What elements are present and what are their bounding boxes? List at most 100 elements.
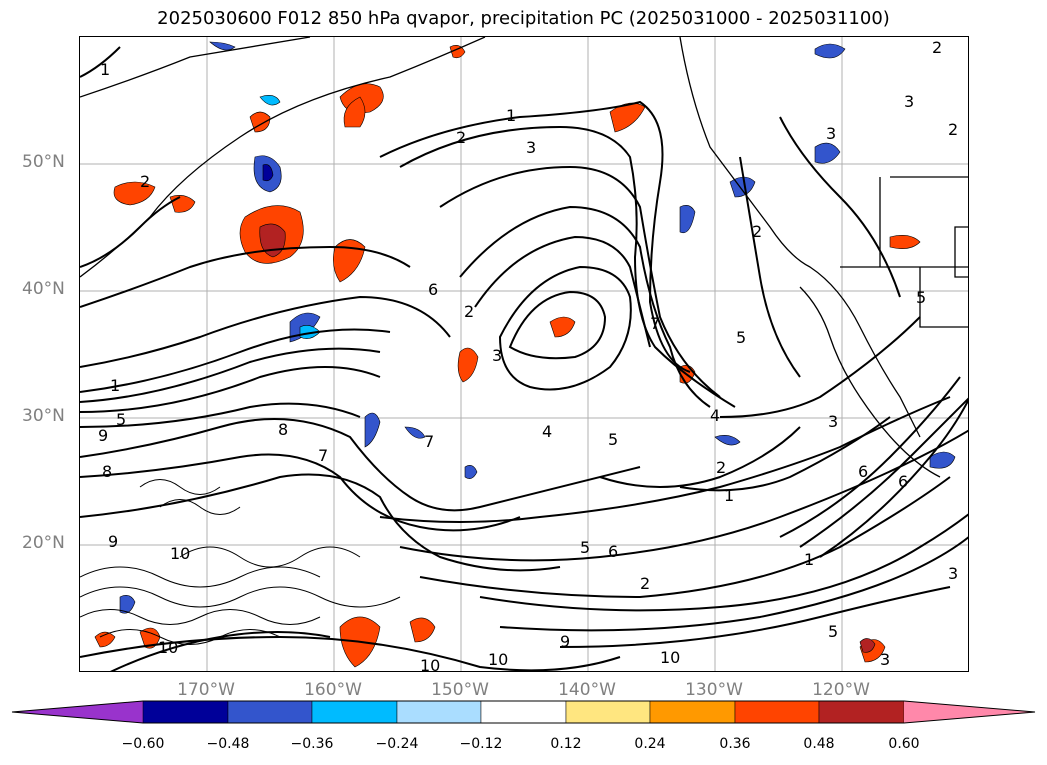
contour-label: 2 (140, 172, 150, 191)
contour-label: 1 (506, 106, 516, 125)
aleutian-coast (80, 37, 311, 98)
precip-blob (113, 181, 156, 206)
contour-label: 10 (488, 650, 508, 669)
lon-label-120w: 120°W (812, 680, 870, 700)
lat-label-30n: 30°N (22, 406, 65, 426)
contour-label: 5 (736, 328, 746, 347)
contour-label: 3 (828, 412, 838, 431)
colorbar-tick: 0.12 (550, 736, 582, 752)
map-panel: 1 1 2 3 1 5 9 6 2 3 7 5 4 5 4 3 2 1 7 7 … (79, 36, 969, 672)
contour-line (819, 398, 968, 558)
contour-label: 1 (100, 60, 110, 79)
colorbar-tick: 0.36 (719, 736, 751, 752)
contour-line (779, 376, 961, 538)
contour-line (80, 295, 451, 368)
contour-label: 2 (456, 128, 466, 147)
precip-blob (404, 426, 426, 439)
contour-label: 6 (858, 462, 868, 481)
colorbar-tick: 0.48 (803, 736, 835, 752)
precip-blob (814, 142, 841, 164)
contour-label: 8 (102, 462, 112, 481)
colorbar-segment (649, 700, 736, 724)
contour-label: 2 (948, 120, 958, 139)
precip-blob (449, 45, 466, 59)
contour-label: 1 (804, 550, 814, 569)
contour-label: 5 (916, 288, 926, 307)
map-canvas: 1 1 2 3 1 5 9 6 2 3 7 5 4 5 4 3 2 1 7 7 … (80, 37, 968, 671)
colorbar-segment (142, 700, 229, 724)
contour-label: 1 (110, 376, 120, 395)
contour-label: 8 (278, 420, 288, 439)
lat-label-40n: 40°N (22, 279, 65, 299)
lon-label-140w: 140°W (558, 680, 616, 700)
contour-label: 10 (660, 648, 680, 667)
colorbar-tick: −0.24 (375, 736, 419, 752)
contour-label: 6 (608, 542, 618, 561)
contour-line (399, 125, 736, 408)
contour-line (379, 100, 691, 373)
colorbar-outline (11, 700, 1036, 724)
contour-line (459, 205, 711, 408)
contour-label: 9 (560, 632, 570, 651)
precip-blob (457, 347, 479, 383)
colorbar-tick: −0.48 (206, 736, 250, 752)
state-border (954, 226, 968, 278)
contour-line (80, 453, 521, 532)
precip-blob (814, 43, 846, 59)
bc-coast (679, 37, 921, 438)
contour-line (419, 476, 951, 599)
precip-blob (209, 41, 236, 51)
precip-blob (409, 617, 436, 643)
contour-label: 2 (752, 222, 762, 241)
contour-line (80, 366, 381, 413)
contour-line (80, 196, 181, 268)
state-border (919, 267, 968, 328)
colorbar-tick: −0.60 (121, 736, 165, 752)
precip-blob (889, 235, 921, 249)
colorbar-tick: 0.60 (888, 736, 920, 752)
contour-label: 2 (640, 574, 650, 593)
contour-label: 3 (948, 564, 958, 583)
contour-line (719, 316, 921, 418)
precip-blob (262, 164, 274, 182)
contour-label: 4 (542, 422, 552, 441)
contour-label: 6 (898, 472, 908, 491)
contour-label: 5 (580, 538, 590, 557)
contour-label: 4 (710, 406, 720, 425)
contour-label: 5 (116, 410, 126, 429)
contour-label: 9 (108, 532, 118, 551)
contour-line (779, 116, 901, 298)
qvapor-minor-contours (80, 479, 401, 645)
contour-line (499, 536, 968, 632)
lon-label-150w: 150°W (431, 680, 489, 700)
precip-blob (729, 176, 756, 198)
colorbar-segment (227, 700, 313, 724)
colorbar-segment (734, 700, 820, 724)
contour-line (399, 429, 968, 562)
contour-label: 3 (904, 92, 914, 111)
contour-line (80, 347, 381, 403)
precip-blob (119, 595, 136, 614)
contour-label: 10 (158, 638, 178, 657)
contour-line (80, 402, 361, 428)
precip-blob (929, 451, 956, 469)
contour-line (799, 397, 968, 548)
contour-label: 5 (828, 622, 838, 641)
qvapor-contours (80, 46, 968, 671)
map-title: 2025030600 F012 850 hPa qvapor, precipit… (157, 8, 890, 29)
contour-label: 9 (98, 426, 108, 445)
colorbar-tick: 0.24 (634, 736, 666, 752)
contour-line (479, 513, 968, 612)
colorbar-segment (818, 700, 905, 724)
contour-line (80, 418, 641, 512)
contour-line (80, 245, 411, 308)
lon-label-170w: 170°W (177, 680, 235, 700)
precip-blob (464, 465, 478, 479)
contour-label: 2 (716, 458, 726, 477)
precip-blob (333, 239, 366, 283)
contour-line (679, 416, 891, 492)
precip-negative-areas (119, 41, 956, 614)
colorbar-segment (396, 700, 482, 724)
colorbar-extend-high (904, 701, 1035, 723)
contour-line (559, 586, 951, 648)
